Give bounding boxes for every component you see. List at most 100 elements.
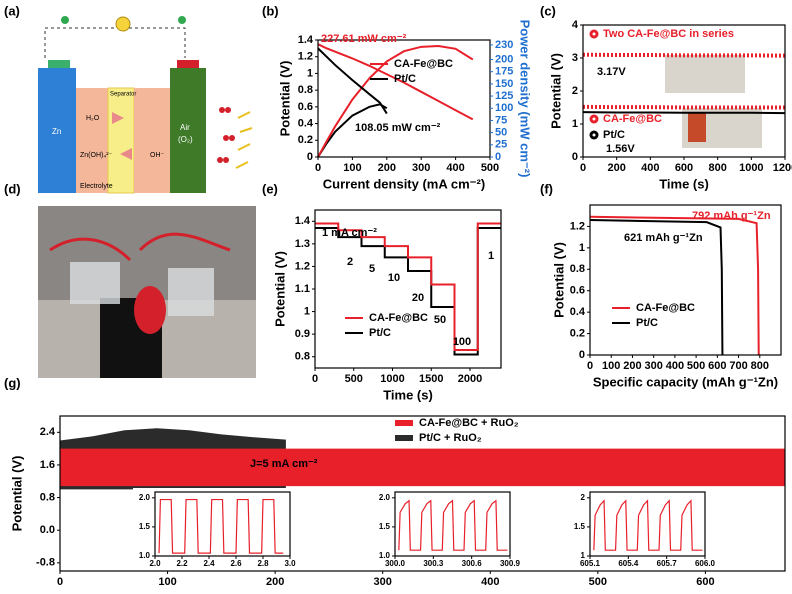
chart: 300.0 300.3 300.6 300.9 1.0 1.5 2.0 xyxy=(373,488,521,570)
x-axis-label: Time (s) xyxy=(383,387,433,402)
y-tick-label: 1.5 xyxy=(379,522,391,531)
x-tick-label: 100 xyxy=(602,360,620,372)
panel-label: (c) xyxy=(540,3,556,18)
x-tick-label: 2.6 xyxy=(230,559,242,568)
y-tick-label: 1 xyxy=(579,242,585,254)
series-line xyxy=(582,111,786,115)
y-tick-label: 1.4 xyxy=(298,34,314,46)
x-tick-label: 800 xyxy=(708,162,726,174)
x-tick-label: 300.6 xyxy=(462,559,483,568)
annotation: 50 xyxy=(434,314,446,326)
y-tick-label: 1.2 xyxy=(570,220,585,232)
annotation: 227.61 mW cm⁻² xyxy=(321,33,407,45)
plot-frame xyxy=(317,39,491,158)
y-tick-label: 0.4 xyxy=(298,117,314,129)
y2-axis-label: Power density (mW cm⁻²) xyxy=(518,20,533,178)
x-tick-label: 300.0 xyxy=(385,559,406,568)
oxygen xyxy=(219,107,225,113)
legend-label: CA-Fe@BC xyxy=(603,113,662,125)
x-tick-label: 400 xyxy=(446,162,464,174)
legend-label: Pt/C xyxy=(636,317,658,329)
photo xyxy=(665,55,745,93)
circuit-wire xyxy=(44,27,186,58)
legend-label: CA-Fe@BC xyxy=(636,302,695,314)
panel-label: (b) xyxy=(262,3,279,18)
y-tick-label: 3 xyxy=(572,52,578,64)
oxygen xyxy=(223,157,229,163)
x-tick-label: 1000 xyxy=(380,373,404,385)
photo-wire xyxy=(49,232,231,262)
x-tick-label: 300 xyxy=(644,360,662,372)
annotation: 2 xyxy=(347,256,353,268)
x-tick-label: 0 xyxy=(315,162,321,174)
x-tick-label: 2.0 xyxy=(149,559,161,568)
x-tick-label: 200 xyxy=(378,162,396,174)
y-tick-label: 1 xyxy=(307,67,313,79)
y2-tick-label: 125 xyxy=(495,90,513,102)
chart: 0 100 200 300 400 500 600 -0.8 0.0 0.8 1.6 2.4 Poten… xyxy=(9,415,786,588)
x-tick-label: 0 xyxy=(57,576,63,588)
annotation: 108.05 mW cm⁻² xyxy=(355,122,441,134)
annotation: 3.17V xyxy=(597,66,626,78)
oxygen xyxy=(225,107,231,113)
x-tick-label: 100 xyxy=(158,576,176,588)
x-axis-label: Current density (mA cm⁻²) xyxy=(323,176,485,191)
y-tick-label: 0.6 xyxy=(570,285,585,297)
y-tick-label: -0.8 xyxy=(36,557,55,569)
legend-marker-dot xyxy=(592,133,596,137)
x-tick-label: 400 xyxy=(666,360,684,372)
electron xyxy=(178,16,186,24)
y2-tick-label: 50 xyxy=(495,127,507,139)
chart: 0 100 200 300 400 50000.20.40.60.811.21.40255… xyxy=(277,20,532,192)
x-tick-label: 2.2 xyxy=(176,559,188,568)
y2-tick-label: 75 xyxy=(495,114,507,126)
terminal xyxy=(177,60,199,68)
chart: 2.0 2.2 2.4 2.6 2.8 3.0 1.0 1.5 2.0 xyxy=(133,488,296,570)
y-tick-label: 1.2 xyxy=(298,51,313,63)
chart: 605.1 605.4 605.7 606.0 1 1.5 2 xyxy=(568,488,716,570)
annotation: J=5 mA cm⁻² xyxy=(250,458,318,470)
y-tick-label: 0.8 xyxy=(570,263,585,275)
series-line xyxy=(593,499,703,551)
x-tick-label: 400 xyxy=(641,162,659,174)
y2-tick-label: 0 xyxy=(495,151,501,163)
y-tick-label: 1 xyxy=(304,305,310,317)
x-tick-label: 1500 xyxy=(419,373,443,385)
x-tick-label: 100 xyxy=(343,162,361,174)
plot-frame xyxy=(59,415,786,572)
x-tick-label: 500 xyxy=(481,162,499,174)
y2-tick-label: 25 xyxy=(495,139,507,151)
photo-cell xyxy=(70,262,120,304)
legend-label: Two CA-Fe@BC in series xyxy=(603,28,734,40)
x-tick-label: 300 xyxy=(374,576,392,588)
y-axis-label: Potential (V) xyxy=(277,61,292,137)
x-tick-label: 0 xyxy=(587,360,593,372)
y-tick-label: 1.0 xyxy=(379,551,391,560)
annotation: 621 mAh g⁻¹Zn xyxy=(624,232,703,244)
y2-tick-label: 230 xyxy=(495,39,513,51)
y-tick-label: 1.6 xyxy=(40,459,55,471)
diagram-label: (O₂) xyxy=(178,135,193,144)
y-axis-label: Potential (V) xyxy=(9,456,24,532)
panel-label: (d) xyxy=(4,181,21,196)
legend-label: Pt/C xyxy=(394,73,416,85)
legend-marker-dot xyxy=(592,117,596,121)
x-tick-label: 600 xyxy=(696,576,714,588)
y-tick-label: 0.8 xyxy=(298,84,313,96)
photo-multimeter xyxy=(688,112,706,142)
x-tick-label: 300 xyxy=(412,162,430,174)
oxygen xyxy=(223,135,229,141)
y-tick-label: 0.8 xyxy=(40,491,55,503)
y-tick-label: 0.9 xyxy=(295,328,310,340)
x-tick-label: 3.0 xyxy=(284,559,296,568)
series-line xyxy=(582,104,785,110)
y-tick-label: 1 xyxy=(581,551,586,560)
photo-cell xyxy=(168,268,214,316)
x-tick-label: 2000 xyxy=(458,373,482,385)
y-tick-label: 2 xyxy=(572,85,578,97)
x-tick-label: 800 xyxy=(751,360,769,372)
bulb xyxy=(115,16,131,32)
oxygen xyxy=(229,135,235,141)
x-tick-label: 605.7 xyxy=(657,559,678,568)
